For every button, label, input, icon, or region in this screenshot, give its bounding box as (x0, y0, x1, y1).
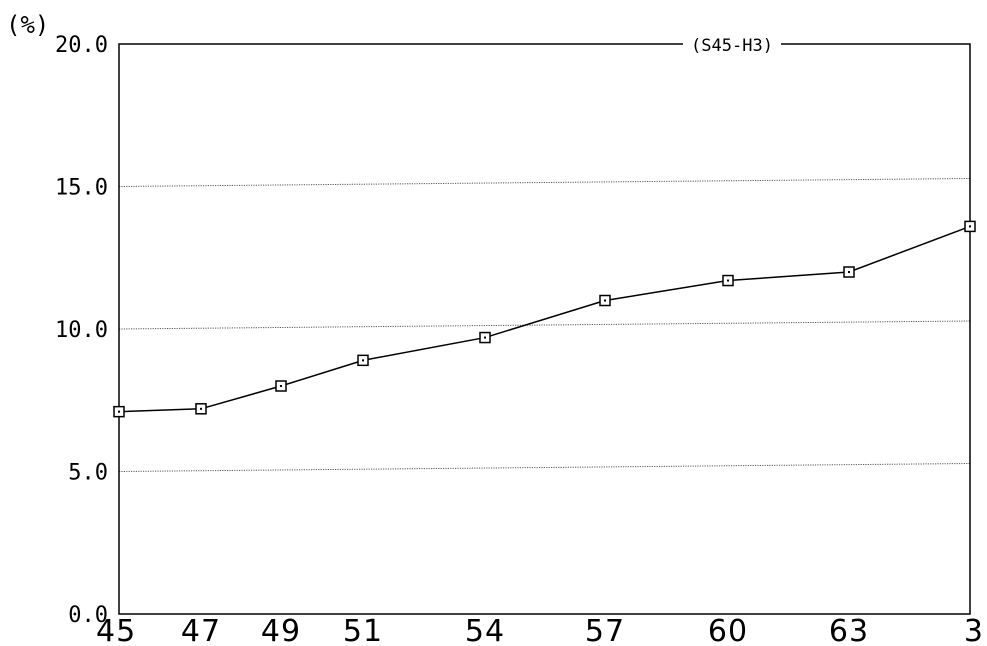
x-tick-labels: 45 47 49 51 54 57 60 63 3 (96, 614, 984, 646)
data-point-marker (479, 331, 491, 344)
x-tick-label: 47 (181, 614, 221, 646)
x-tick-label: 51 (343, 614, 383, 646)
data-point-marker (722, 274, 734, 287)
series-layer (113, 220, 976, 418)
gridline (118, 178, 971, 187)
data-point-marker (964, 220, 976, 233)
legend-background (683, 36, 781, 54)
data-point-marker (843, 266, 855, 278)
y-axis-unit-label: (%) (6, 11, 49, 39)
gridline (118, 463, 971, 472)
x-tick-label: 49 (261, 614, 301, 646)
x-tick-label: 54 (465, 614, 505, 646)
gridline (118, 320, 971, 330)
data-point-marker (357, 354, 369, 367)
x-tick-label: 63 (829, 614, 869, 646)
y-tick-label: 15.0 (55, 176, 108, 201)
x-tick-label: 57 (585, 614, 625, 646)
data-point-marker (195, 403, 207, 415)
y-tick-label: 5.0 (68, 461, 108, 486)
y-tick-labels: 0.0 5.0 10.0 15.0 20.0 (55, 33, 108, 628)
plot-frame (118, 43, 971, 615)
x-tick-label: 3 (964, 614, 984, 646)
data-point-marker (599, 294, 611, 307)
series-line (118, 225, 971, 413)
legend-label: (S45-H3) (691, 36, 773, 56)
y-tick-label: 0.0 (68, 603, 108, 628)
y-tick-label: 10.0 (55, 318, 108, 343)
chart-axes (118, 43, 971, 615)
data-point-marker (275, 380, 287, 392)
x-tick-label: 60 (708, 614, 748, 646)
grid-lines (118, 178, 971, 472)
data-point-marker (113, 405, 125, 418)
y-tick-label: 20.0 (55, 33, 108, 58)
x-tick-label: 45 (96, 614, 136, 646)
legend: (S45-H3) (683, 36, 781, 56)
